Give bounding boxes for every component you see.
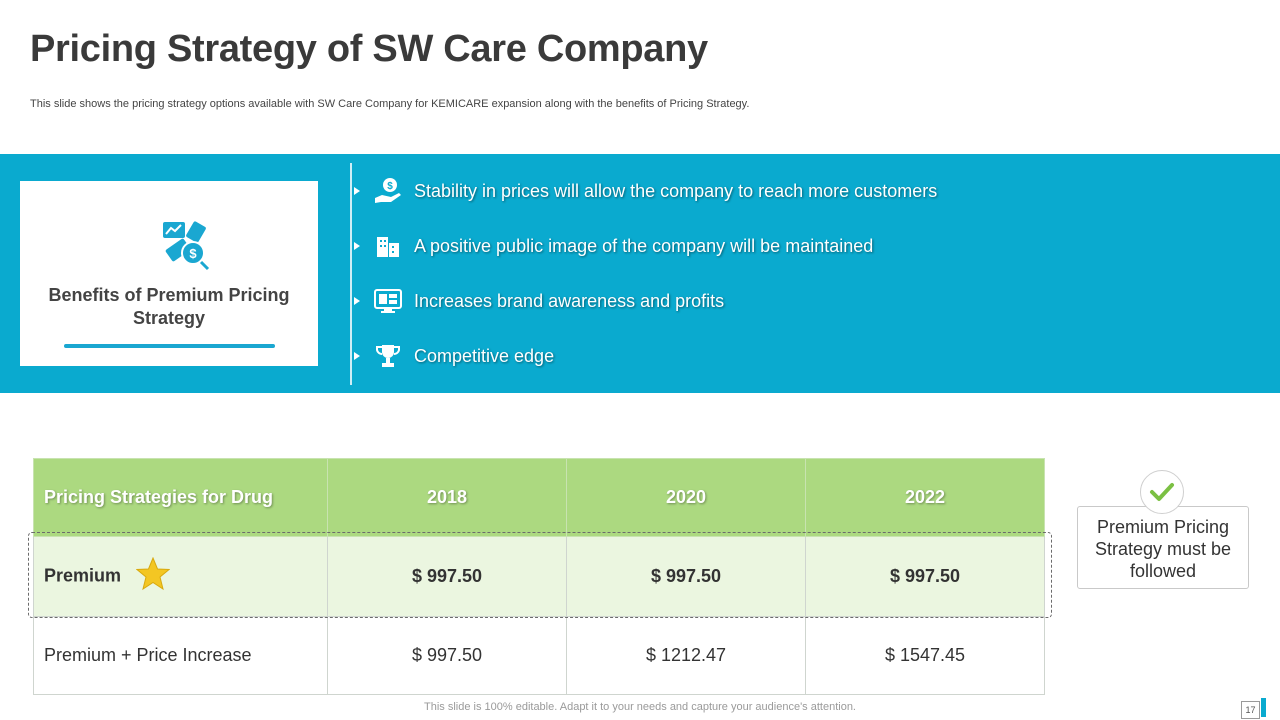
check-icon [1140,470,1184,514]
bullet-arrow-icon [354,297,360,305]
svg-text:$: $ [189,246,197,261]
table-header-row: Pricing Strategies for Drug 2018 2020 20… [33,458,1045,537]
benefit-item: $ Stability in prices will allow the com… [352,174,937,208]
benefits-card: $ Benefits of Premium Pricing Strategy [20,181,318,366]
bullet-arrow-icon [354,187,360,195]
table-header-cell: 2018 [327,458,567,537]
table-cell: $ 997.50 [805,536,1045,617]
slide-subtitle: This slide shows the pricing strategy op… [30,98,750,110]
page-accent-bar [1261,698,1266,717]
card-underline [64,344,275,348]
slide-footer: This slide is 100% editable. Adapt it to… [424,701,856,713]
table-cell: $ 997.50 [327,536,567,617]
buildings-icon [372,230,404,262]
benefit-item: A positive public image of the company w… [352,229,873,263]
pricing-table: Pricing Strategies for Drug 2018 2020 20… [33,458,1045,695]
table-cell: $ 1212.47 [566,616,806,695]
star-icon [135,556,171,596]
trophy-icon [372,340,404,372]
page-number: 17 [1241,701,1260,719]
table-header-cell: 2020 [566,458,806,537]
hand-coin-icon: $ [372,175,404,207]
bullet-arrow-icon [354,352,360,360]
table-header-cell: Pricing Strategies for Drug [33,458,328,537]
bullet-arrow-icon [354,242,360,250]
recommendation-text: Premium Pricing Strategy must be followe… [1094,517,1232,581]
table-header-cell: 2022 [805,458,1045,537]
benefits-card-title: Benefits of Premium Pricing Strategy [48,285,290,328]
divider-line [350,163,352,385]
benefit-text: Increases brand awareness and profits [414,290,725,311]
benefit-text: Stability in prices will allow the compa… [414,180,938,201]
benefit-text: A positive public image of the company w… [414,235,874,256]
benefit-item: Increases brand awareness and profits [352,284,724,318]
table-row-label-cell: Premium + Price Increase [33,616,328,695]
money-chart-icon: $ [161,219,213,276]
svg-text:$: $ [387,181,393,192]
benefit-item: Competitive edge [352,339,554,373]
table-cell: $ 997.50 [566,536,806,617]
monitor-ad-icon [372,285,404,317]
table-cell: $ 997.50 [327,616,567,695]
table-row: Premium $ 997.50 $ 997.50 $ 997.50 [33,536,1045,617]
row-label: Premium [44,565,122,586]
table-row-label-cell: Premium [33,536,328,617]
benefit-text: Competitive edge [414,345,555,366]
table-row: Premium + Price Increase $ 997.50 $ 1212… [33,616,1045,695]
table-cell: $ 1547.45 [805,616,1045,695]
slide-title: Pricing Strategy of SW Care Company [30,28,708,70]
recommendation-box: Premium Pricing Strategy must be followe… [1077,506,1249,589]
